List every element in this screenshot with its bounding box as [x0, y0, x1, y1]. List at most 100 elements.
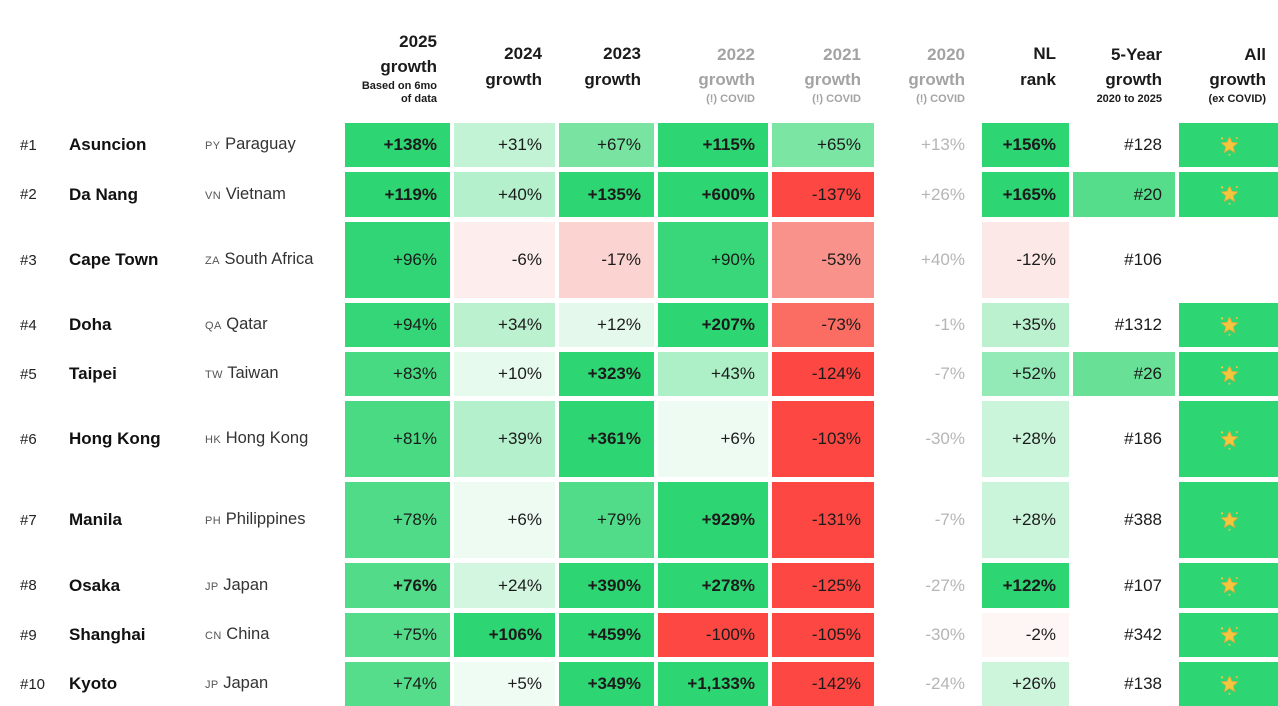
country-cell: TW Taiwan	[205, 352, 341, 396]
country-cell: ZA South Africa	[205, 222, 341, 298]
nl-rank-cell: +35%	[982, 303, 1069, 347]
nl-rank-cell: +26%	[982, 662, 1069, 706]
row-rank: #4	[20, 316, 37, 334]
country-cell: CN China	[205, 613, 341, 657]
country-cell: PY Paraguay	[205, 123, 341, 167]
glowing-star-icon	[1218, 428, 1241, 451]
growth-2023-cell: +459%	[559, 613, 654, 657]
growth-2024-cell: +31%	[454, 123, 555, 167]
row-rank: #8	[20, 577, 37, 594]
row-rank: #6	[20, 430, 37, 448]
growth-2024-cell: +39%	[454, 401, 555, 477]
all-growth-cell	[1179, 563, 1278, 608]
city-name[interactable]: Asuncion	[69, 135, 147, 154]
column-header-2020-growth: 2020 growth (!) COVID	[908, 44, 965, 105]
row-rank: #3	[20, 251, 37, 269]
growth-2023-cell: -17%	[559, 222, 654, 298]
column-header-2023-growth: 2023 growth	[584, 44, 641, 89]
growth-2022-cell: +929%	[658, 482, 768, 558]
growth-2023-cell: +349%	[559, 662, 654, 706]
growth-2023-cell: +323%	[559, 352, 654, 396]
growth-2024-cell: +106%	[454, 613, 555, 657]
glowing-star-icon	[1218, 624, 1241, 647]
growth-2022-cell: +600%	[658, 172, 768, 217]
row-rank: #10	[20, 675, 46, 693]
growth-2021-cell: -53%	[772, 222, 874, 298]
country-name: Japan	[223, 674, 269, 693]
growth-2022-cell: +115%	[658, 123, 768, 167]
growth-2024-cell: -6%	[454, 222, 555, 298]
growth-2022-cell: +207%	[658, 303, 768, 347]
all-growth-cell	[1179, 482, 1278, 558]
country-name: Paraguay	[225, 135, 296, 154]
growth-2020-cell: -7%	[934, 364, 965, 383]
growth-2021-cell: -137%	[772, 172, 874, 217]
country-name: Vietnam	[225, 184, 286, 203]
country-name: Taiwan	[227, 364, 279, 383]
growth-2022-cell: +90%	[658, 222, 768, 298]
all-growth-cell	[1179, 172, 1278, 217]
nl-rank-cell: +28%	[982, 401, 1069, 477]
column-header-all-growth: All growth (ex COVID)	[1208, 44, 1266, 105]
growth-2020-cell: +26%	[921, 184, 965, 204]
growth-2025-cell: +75%	[345, 613, 450, 657]
city-name[interactable]: Manila	[69, 510, 122, 529]
growth-2023-cell: +361%	[559, 401, 654, 477]
row-rank: #1	[20, 136, 37, 154]
nl-rank-cell: +28%	[982, 482, 1069, 558]
growth-2022-cell: +43%	[658, 352, 768, 396]
nl-rank-cell: +156%	[982, 123, 1069, 167]
country-code: VN	[205, 189, 222, 202]
city-name[interactable]: Da Nang	[69, 184, 138, 204]
growth-2020-cell: -30%	[925, 429, 965, 448]
country-code: JP	[205, 580, 219, 593]
growth-2023-cell: +12%	[559, 303, 654, 347]
city-name[interactable]: Kyoto	[69, 674, 118, 693]
country-name: Hong Kong	[225, 429, 309, 448]
country-cell: JP Japan	[205, 662, 341, 706]
growth-2025-cell: +119%	[345, 172, 450, 217]
row-rank: #5	[20, 365, 37, 383]
country-code: ZA	[205, 255, 220, 268]
city-name[interactable]: Taipei	[69, 364, 117, 383]
growth-2020-cell: -1%	[934, 315, 965, 334]
growth-2025-cell: +74%	[345, 662, 450, 706]
country-code: HK	[205, 434, 222, 447]
growth-2025-cell: +94%	[345, 303, 450, 347]
city-name[interactable]: Osaka	[69, 575, 121, 595]
five-year-rank-cell: #107	[1124, 575, 1162, 595]
country-name: Japan	[223, 575, 269, 594]
all-growth-cell	[1179, 613, 1278, 657]
country-code: PH	[205, 515, 222, 528]
country-name: Qatar	[226, 315, 268, 334]
row-rank: #7	[20, 511, 37, 529]
all-growth-cell	[1179, 401, 1278, 477]
five-year-rank-cell: #1312	[1114, 315, 1162, 334]
growth-2024-cell: +24%	[454, 563, 555, 608]
country-code: JP	[205, 679, 219, 692]
growth-2025-cell: +138%	[345, 123, 450, 167]
growth-2020-cell: -27%	[925, 575, 965, 595]
glowing-star-icon	[1218, 509, 1241, 532]
column-header-2021-growth: 2021 growth (!) COVID	[804, 44, 861, 105]
table-corner-spacer	[20, 0, 341, 118]
country-code: PY	[205, 140, 221, 153]
five-year-rank-cell: #186	[1124, 429, 1162, 448]
growth-2021-cell: -105%	[772, 613, 874, 657]
city-name[interactable]: Cape Town	[69, 250, 159, 269]
city-name[interactable]: Doha	[69, 315, 112, 334]
glowing-star-icon	[1218, 314, 1241, 337]
growth-2021-cell: -103%	[772, 401, 874, 477]
growth-2022-cell: +6%	[658, 401, 768, 477]
city-name[interactable]: Hong Kong	[69, 429, 161, 448]
growth-2023-cell: +135%	[559, 172, 654, 217]
city-name[interactable]: Shanghai	[69, 625, 146, 644]
five-year-rank-cell: #106	[1124, 250, 1162, 269]
column-header-nl-rank: NL rank	[1020, 44, 1056, 89]
growth-2024-cell: +5%	[454, 662, 555, 706]
growth-2025-cell: +78%	[345, 482, 450, 558]
growth-2025-cell: +81%	[345, 401, 450, 477]
growth-2024-cell: +34%	[454, 303, 555, 347]
country-code: CN	[205, 630, 222, 643]
growth-2021-cell: +65%	[772, 123, 874, 167]
